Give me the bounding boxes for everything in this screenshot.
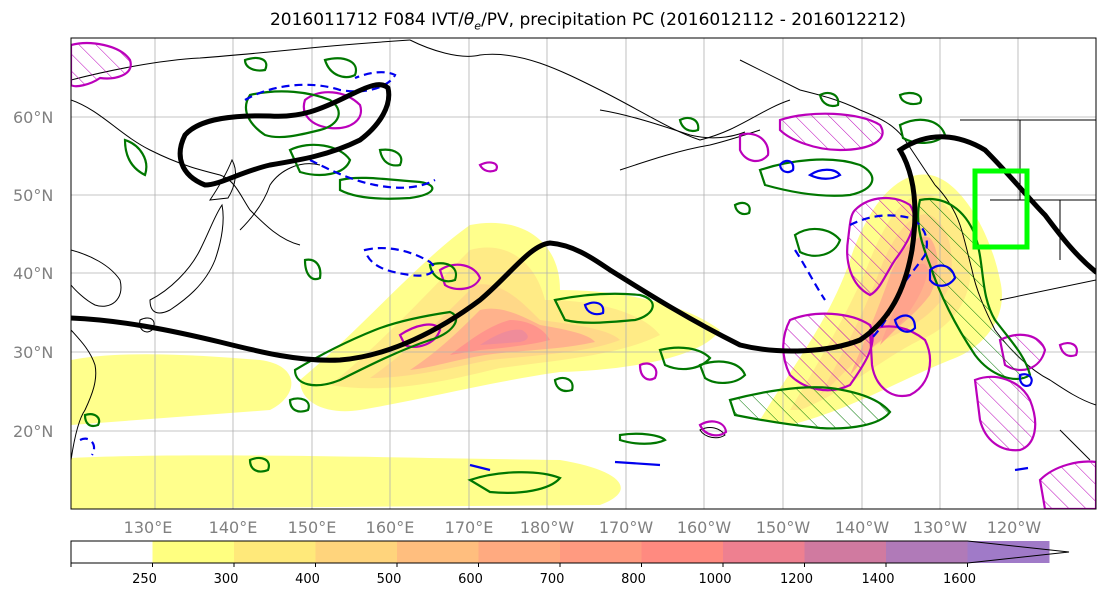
colorbar-segment (641, 541, 724, 563)
colorbar-tick-label: 500 (377, 572, 402, 587)
lon-label: 170°E (445, 518, 494, 537)
precip-pc-positive (83, 56, 1032, 494)
colorbar-segment (723, 541, 805, 563)
latitude-labels: 60°N 50°N 40°N 30°N 20°N (13, 108, 53, 441)
colorbar-segment (397, 541, 479, 563)
colorbar-tick-label: 400 (295, 572, 320, 587)
lat-label: 20°N (13, 422, 53, 441)
target-box (972, 168, 1030, 250)
lon-label: 160°E (366, 518, 415, 537)
colorbar-segment (152, 541, 235, 563)
colorbar-tick-label: 300 (214, 572, 239, 587)
lat-label: 40°N (13, 264, 53, 283)
lon-label: 160°W (677, 518, 732, 537)
lon-label: 150°E (288, 518, 337, 537)
colorbar-tick-label: 1400 (861, 572, 894, 587)
lon-label: 140°W (835, 518, 890, 537)
lon-label: 180°W (520, 518, 575, 537)
colorbar-segment (315, 541, 398, 563)
colorbar-tick-label: 1200 (780, 572, 813, 587)
lon-label: 170°W (599, 518, 654, 537)
graticule (71, 38, 1096, 509)
colorbar-tick-label: 1000 (698, 572, 731, 587)
lon-label: 130°W (913, 518, 968, 537)
colorbar-segment (886, 541, 968, 563)
colorbar-segment (560, 541, 642, 563)
lon-label: 130°E (124, 518, 173, 537)
colorbar-tick-label: 250 (132, 572, 157, 587)
colorbar-tick-label: 600 (458, 572, 483, 587)
colorbar-outline (70, 540, 1070, 564)
colorbar-tick-label: 800 (621, 572, 646, 587)
theta-e-contour (71, 82, 1096, 363)
colorbar-segment (478, 541, 561, 563)
map-title: 2016011712 F084 IVT/θe/PV, precipitation… (269, 10, 907, 33)
lon-label: 140°E (209, 518, 258, 537)
longitude-labels: 130°E 140°E 150°E 160°E 170°E 180°W 170°… (124, 518, 1042, 537)
lon-label: 120°W (987, 518, 1042, 537)
map-frame (70, 37, 1097, 510)
lat-label: 30°N (13, 343, 53, 362)
colorbar-segment (804, 541, 887, 563)
colorbar-segment (234, 541, 316, 563)
colorbar-segment (71, 541, 153, 563)
colorbar-segment (967, 541, 1050, 563)
precip-pc-negative (71, 42, 1096, 509)
lon-label: 150°W (756, 518, 811, 537)
colorbar-tick-label: 700 (540, 572, 565, 587)
lat-label: 60°N (13, 108, 53, 127)
colorbar-tick-label: 1600 (943, 572, 976, 587)
lat-label: 50°N (13, 186, 53, 205)
colorbar: 250 300 400 500 600 700 800 1000 1200 1400 1600 (70, 540, 1070, 587)
